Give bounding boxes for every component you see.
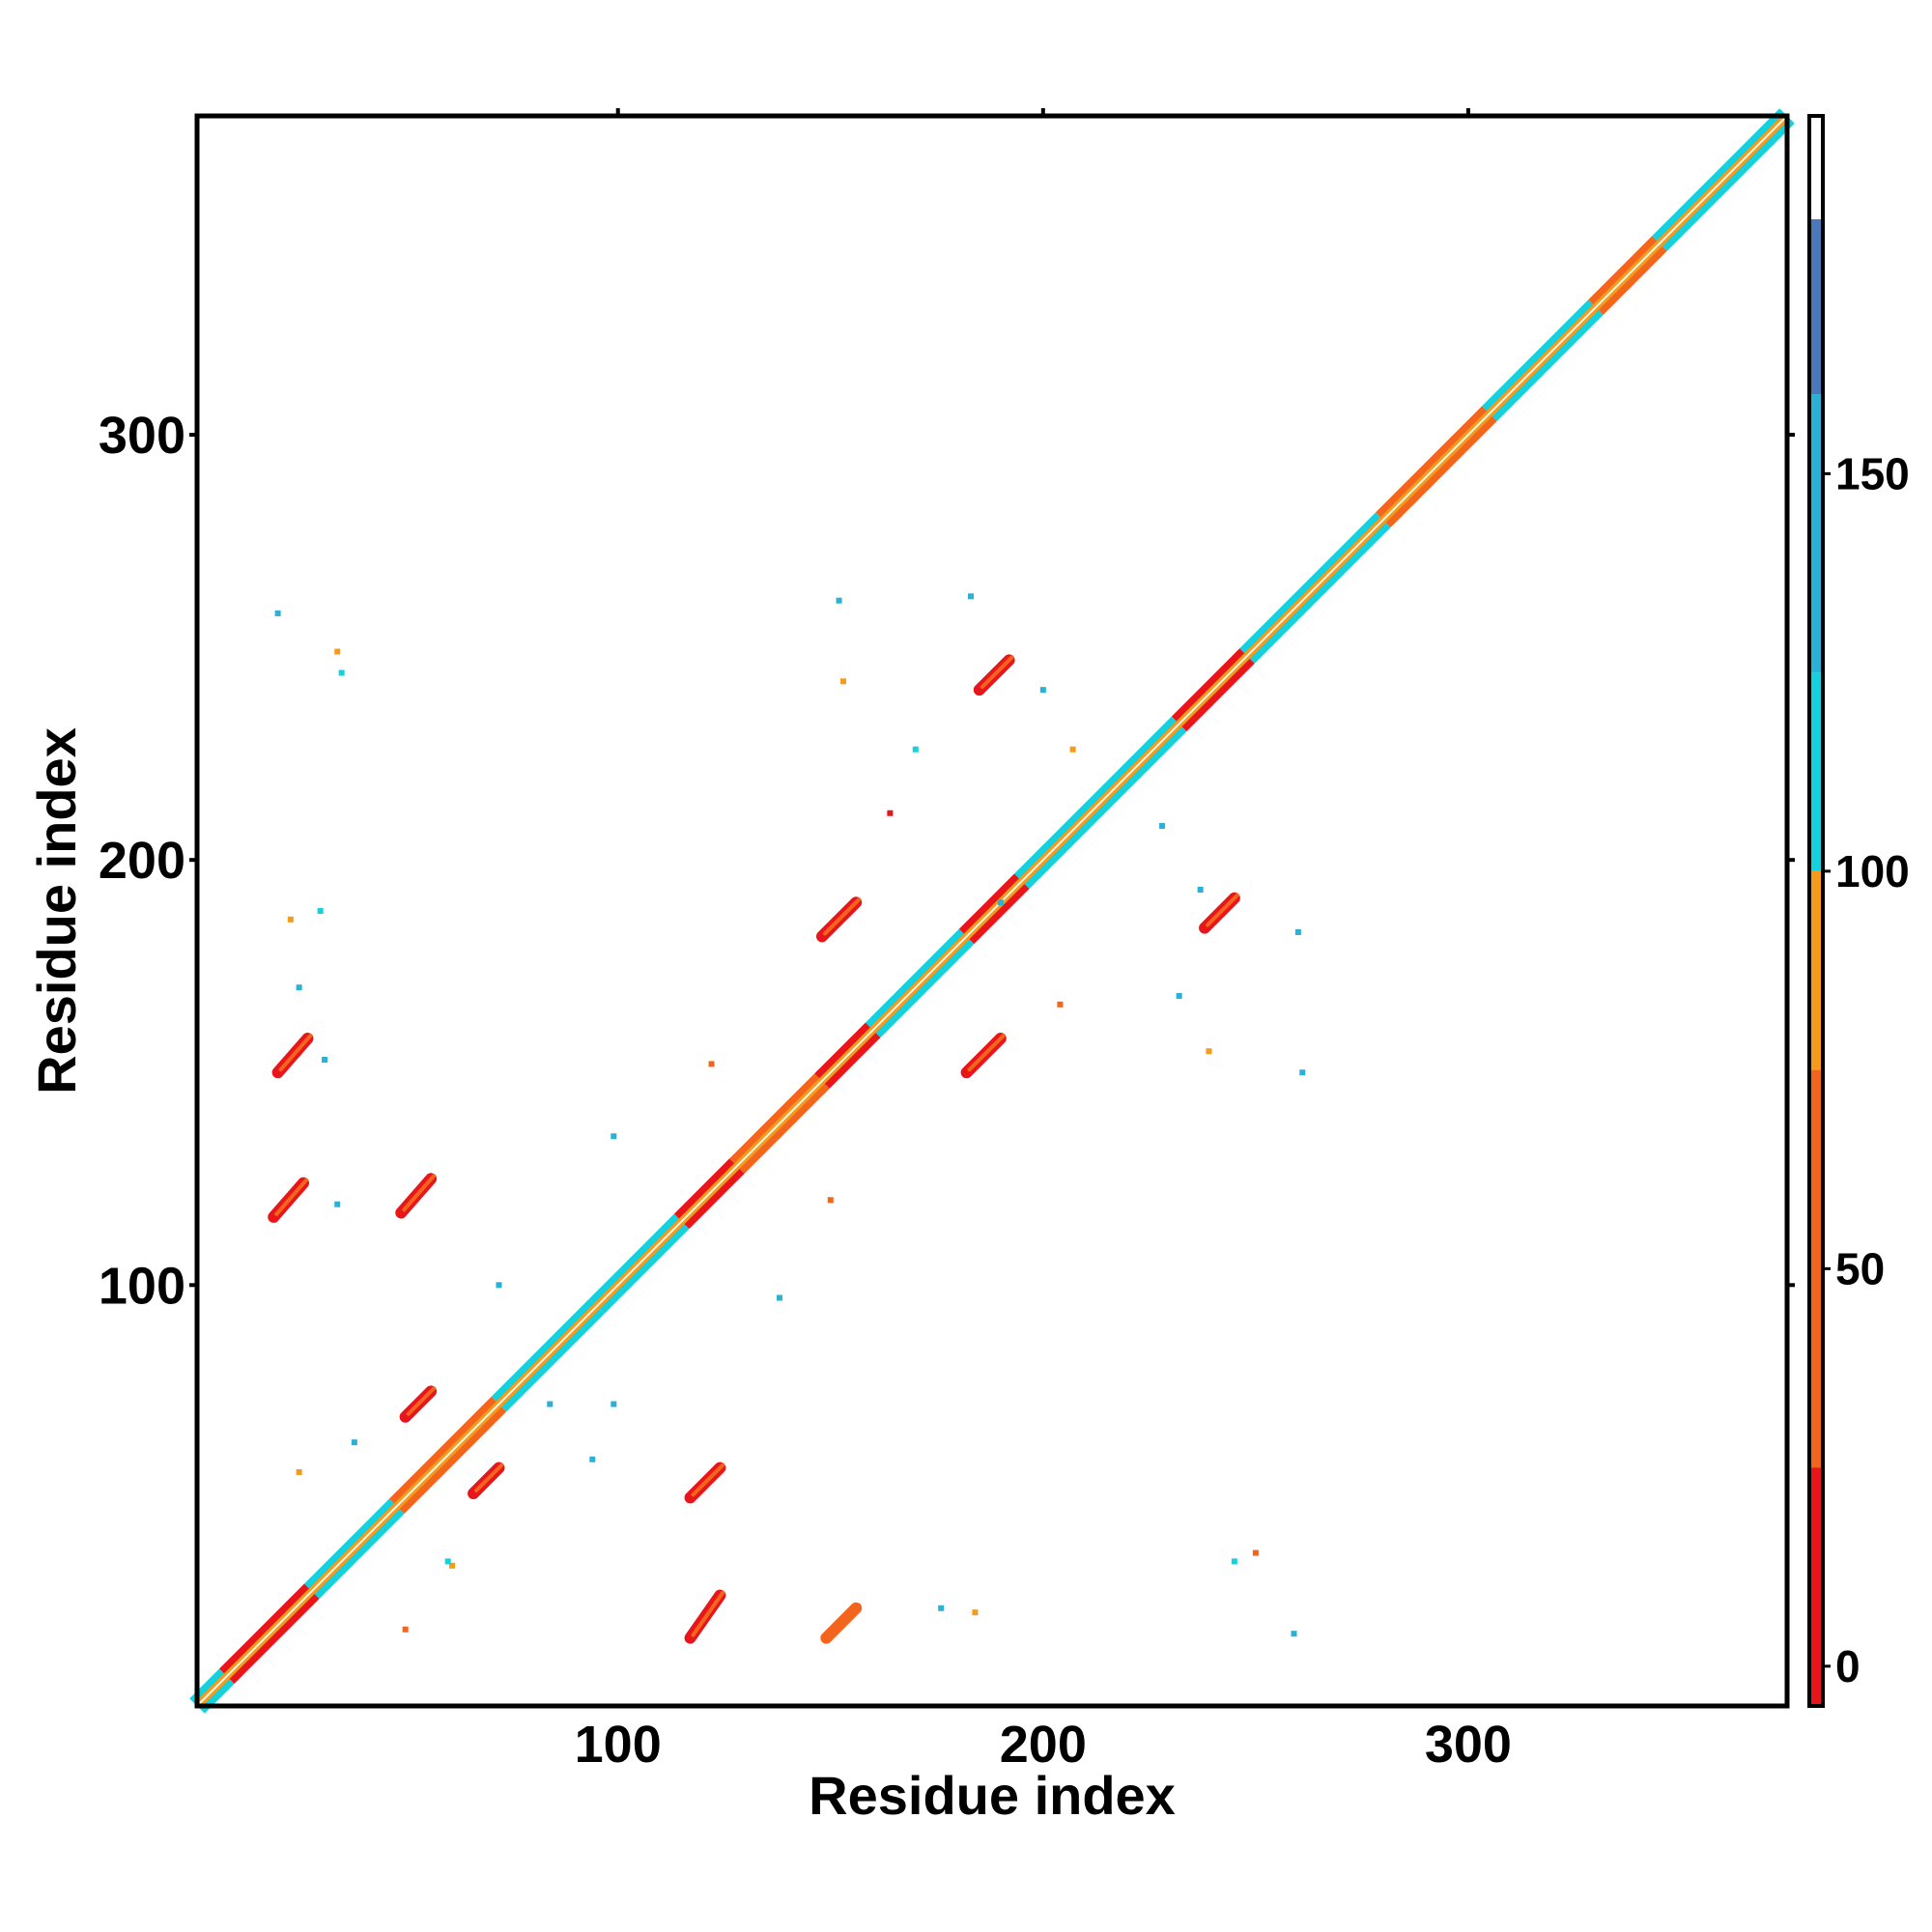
contact-point-2 (334, 648, 341, 655)
contact-point-25 (449, 1562, 456, 1569)
scattered-contacts (274, 593, 1306, 1637)
contact-point-31 (776, 1294, 782, 1301)
contact-point-33 (972, 1609, 979, 1616)
colorbar-band-6 (1809, 218, 1823, 395)
contact-point-35 (1231, 1558, 1237, 1565)
contact-point-34 (938, 1605, 945, 1611)
contact-point-12 (1197, 886, 1204, 893)
colorbar-band-5 (1809, 394, 1823, 673)
contact-point-14 (1176, 993, 1182, 1000)
colorbar-band-2 (1809, 1069, 1823, 1468)
contact-point-40 (611, 1401, 617, 1407)
x-axis-label: Residue index (809, 1765, 1176, 1826)
contact-point-24 (296, 1468, 302, 1475)
contact-streak-edge-10 (822, 897, 862, 936)
diagonal-band (189, 108, 1795, 1714)
colorbar-bands (1809, 116, 1823, 1706)
colorbar-tick-label-150: 150 (1835, 448, 1910, 498)
colorbar-band-4 (1809, 672, 1823, 871)
contact-streak-edge-11 (1206, 893, 1239, 927)
contact-point-4 (836, 597, 842, 604)
contact-point-3 (338, 669, 345, 676)
plot-frame (194, 113, 1790, 1709)
colorbar-band-7 (1809, 116, 1823, 219)
contact-streak-edge-7 (402, 1174, 437, 1212)
contact-point-5 (839, 678, 846, 685)
x-axis-ticks: 100 200 300 (575, 108, 1512, 1774)
contact-streak-edge-9 (967, 1034, 1006, 1072)
contact-point-36 (1252, 1549, 1259, 1556)
contact-point-10 (887, 810, 894, 816)
contact-point-32 (997, 899, 1004, 906)
contact-streak-edge-3 (691, 1463, 725, 1497)
contact-point-37 (1291, 1631, 1297, 1637)
contact-point-15 (1057, 1001, 1064, 1008)
contact-point-41 (496, 1282, 502, 1289)
contact-point-17 (1299, 1069, 1306, 1076)
contact-streak-edge-4 (474, 1463, 504, 1492)
contact-point-30 (708, 1061, 715, 1067)
contact-streak-edge-6 (274, 1178, 309, 1216)
colorbar-band-1 (1809, 1467, 1823, 1706)
contact-streak-edge-12 (980, 655, 1014, 690)
diagonal-center-line (196, 115, 1788, 1707)
contact-point-8 (1039, 687, 1046, 694)
colorbar-tick-label-50: 50 (1835, 1243, 1885, 1293)
y-tick-label-200: 200 (99, 832, 185, 890)
contact-streak-edge-1 (691, 1590, 725, 1637)
colorbar-tick-label-100: 100 (1835, 846, 1910, 896)
contact-streak-edge-2 (827, 1603, 862, 1637)
colorbar-tick-label-0: 0 (1835, 1641, 1861, 1691)
contact-point-1 (274, 610, 281, 616)
contact-point-29 (827, 1197, 834, 1204)
contact-point-16 (1206, 1048, 1212, 1055)
contact-point-38 (444, 1558, 451, 1565)
contact-point-19 (317, 908, 324, 914)
y-tick-label-300: 300 (99, 407, 185, 465)
contact-point-6 (967, 593, 974, 600)
x-tick-label-100: 100 (575, 1716, 662, 1774)
contact-point-39 (547, 1401, 554, 1407)
contact-point-23 (351, 1439, 357, 1446)
colorbar: 0 50 100 150 (1807, 114, 1910, 1708)
contact-point-18 (287, 916, 294, 923)
contact-streak-edge-5 (406, 1386, 437, 1416)
contact-point-27 (589, 1456, 596, 1463)
x-tick-label-200: 200 (1000, 1716, 1087, 1774)
y-axis-ticks: 100 200 300 (99, 407, 1795, 1315)
y-tick-label-100: 100 (99, 1257, 185, 1315)
x-tick-label-300: 300 (1425, 1716, 1512, 1774)
contact-point-7 (912, 746, 919, 753)
contact-point-20 (296, 984, 302, 991)
contact-point-26 (402, 1626, 409, 1633)
contact-point-22 (334, 1201, 341, 1208)
y-axis-label: Residue index (26, 727, 87, 1094)
contact-point-11 (1159, 822, 1166, 829)
colorbar-band-3 (1809, 870, 1823, 1070)
contact-streaks (268, 654, 1240, 1644)
contact-streak-edge-8 (278, 1034, 313, 1072)
contact-point-21 (322, 1057, 328, 1064)
colorbar-ticks: 0 50 100 150 (1823, 448, 1910, 1691)
contact-point-13 (1294, 929, 1301, 936)
plot-area (189, 108, 1795, 1714)
contact-point-28 (611, 1133, 617, 1140)
colorbar-frame (1807, 114, 1825, 1708)
contact-point-9 (1069, 746, 1076, 753)
